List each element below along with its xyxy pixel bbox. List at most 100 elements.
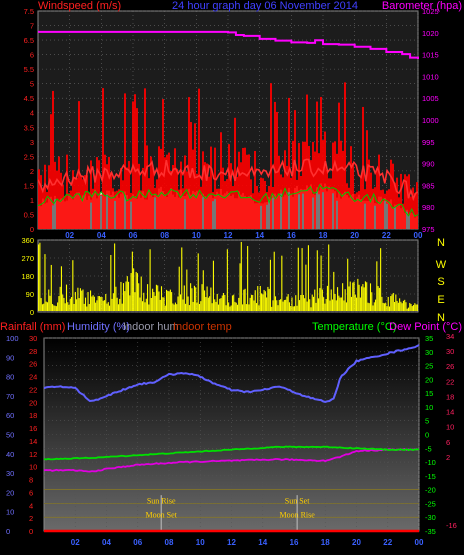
rainfall-tick: 8 bbox=[29, 476, 33, 485]
windspeed-tick: 5 bbox=[30, 80, 34, 89]
wind-gust-bar bbox=[222, 167, 224, 229]
x-tick-label: 10 bbox=[192, 231, 201, 240]
wind-gust-bar bbox=[226, 179, 228, 229]
wind-gust-bar bbox=[392, 163, 394, 229]
wind-gust-bar bbox=[40, 175, 42, 229]
x-tick-label: 08 bbox=[165, 538, 174, 547]
wind-gust-bar bbox=[352, 163, 354, 229]
wind-gust-bar bbox=[302, 141, 304, 229]
wind-gust-bar bbox=[176, 168, 178, 229]
rainfall-tick: 4 bbox=[29, 501, 33, 510]
wind-gust-bar bbox=[312, 141, 314, 229]
wind-gust-bar bbox=[308, 146, 310, 229]
wind-calm-bar bbox=[202, 197, 204, 229]
windspeed-tick: 0.5 bbox=[24, 210, 34, 219]
wind-gust-bar bbox=[210, 146, 212, 229]
wind-gust-bar bbox=[204, 162, 206, 229]
barometer-tick: 1015 bbox=[422, 51, 439, 60]
windspeed-tick: 0 bbox=[30, 225, 34, 234]
direction-bars bbox=[38, 241, 418, 311]
wind-calm-bar bbox=[336, 200, 338, 229]
wind-gust-bar bbox=[120, 167, 122, 229]
wind-gust-bar bbox=[340, 140, 342, 229]
compass-label: E bbox=[437, 294, 444, 306]
x-tick-label: 14 bbox=[255, 231, 264, 240]
wind-gust-bar bbox=[136, 108, 138, 229]
wind-gust-bar bbox=[170, 171, 172, 229]
wind-gust-bar bbox=[168, 152, 170, 229]
wind-calm-bar bbox=[280, 193, 282, 229]
x-tick-label: 02 bbox=[65, 231, 74, 240]
wind-gust-bar bbox=[306, 94, 308, 229]
humidity-tick: 70 bbox=[6, 392, 14, 401]
wind-gust-bar bbox=[300, 176, 302, 229]
wind-gust-bar bbox=[314, 151, 316, 229]
x-tick-label: 12 bbox=[227, 538, 236, 547]
wind-gust-bar bbox=[112, 188, 114, 229]
barometer-axis: 975 980 985 990 995 1000 1005 1010 1015 1020 1025 bbox=[422, 7, 439, 234]
wind-gust-bar bbox=[412, 187, 414, 229]
windspeed-tick: 6.5 bbox=[24, 36, 34, 45]
rainfall-tick: 0 bbox=[29, 527, 33, 536]
wind-gust-bar bbox=[378, 154, 380, 229]
wind-gust-bar bbox=[242, 147, 244, 229]
direction-tick: 360 bbox=[21, 236, 34, 245]
rainfall-tick: 16 bbox=[29, 424, 37, 433]
wind-gust-bar bbox=[274, 101, 276, 229]
wind-gust-bar bbox=[188, 97, 190, 229]
chart-title: 24 hour graph day 06 November 2014 bbox=[172, 0, 358, 12]
windspeed-line bbox=[37, 158, 419, 202]
dew-point-tick: 10 bbox=[446, 423, 454, 432]
wind-gust-bar bbox=[186, 171, 188, 229]
wind-gust-bar bbox=[376, 168, 378, 229]
wind-gust-bar bbox=[134, 94, 136, 230]
wind-x-axis: 02 04 06 08 10 12 14 16 18 20 22 00 bbox=[65, 231, 423, 240]
wind-gust-bar bbox=[208, 176, 210, 229]
wind-calm-bar bbox=[312, 197, 314, 229]
wind-gust-bar bbox=[182, 188, 184, 229]
humidity-line bbox=[43, 344, 420, 404]
humidity-tick: 80 bbox=[6, 373, 14, 382]
wind-calm-bar bbox=[272, 197, 274, 229]
windspeed-tick: 2 bbox=[30, 167, 34, 176]
direction-grid bbox=[38, 239, 419, 313]
wind-gust-bar bbox=[44, 164, 46, 229]
x-tick-label: 22 bbox=[382, 231, 391, 240]
rainfall-tick: 18 bbox=[29, 411, 37, 420]
temperature-lines bbox=[43, 344, 420, 533]
humidity-tick: 0 bbox=[6, 527, 10, 536]
temperature-tick: 20 bbox=[425, 375, 433, 384]
temperature-tick: -20 bbox=[425, 486, 436, 495]
indoor-hum-label: Indoor hum bbox=[123, 321, 179, 333]
x-tick-label: 20 bbox=[350, 231, 359, 240]
x-tick-label: 04 bbox=[97, 231, 106, 240]
wind-gust-bar bbox=[160, 148, 162, 229]
wind-gust-bar bbox=[414, 193, 416, 229]
wind-gust-bar bbox=[162, 99, 164, 229]
humidity-tick: 90 bbox=[6, 353, 14, 362]
wind-gust-bar bbox=[408, 174, 410, 229]
wind-gust-bar bbox=[316, 101, 318, 229]
wind-gust-bar bbox=[152, 167, 154, 229]
wind-gust-bar bbox=[238, 151, 240, 229]
wind-gust-bar bbox=[246, 154, 248, 229]
wind-gust-bar bbox=[52, 90, 54, 229]
wind-gust-bar bbox=[240, 162, 242, 229]
barometer-tick: 980 bbox=[422, 203, 435, 212]
wind-gust-bar bbox=[402, 203, 404, 229]
wind-gust-bar bbox=[50, 114, 52, 229]
x-tick-label: 18 bbox=[321, 538, 330, 547]
wind-gust-bar bbox=[354, 193, 356, 229]
x-tick-label: 20 bbox=[352, 538, 361, 547]
wind-gust-bar bbox=[334, 141, 336, 229]
dew-point-tick: 22 bbox=[446, 377, 454, 386]
temperature-tick: -5 bbox=[425, 444, 432, 453]
annotation-label: Moon Rise bbox=[279, 510, 315, 519]
wind-gust-bar bbox=[110, 172, 112, 229]
temperature-tick: 5 bbox=[425, 417, 429, 426]
barometer-line bbox=[38, 30, 419, 59]
wind-gust-bar bbox=[236, 176, 238, 229]
x-tick-label: 18 bbox=[319, 231, 328, 240]
wind-gust-bar bbox=[356, 192, 358, 229]
